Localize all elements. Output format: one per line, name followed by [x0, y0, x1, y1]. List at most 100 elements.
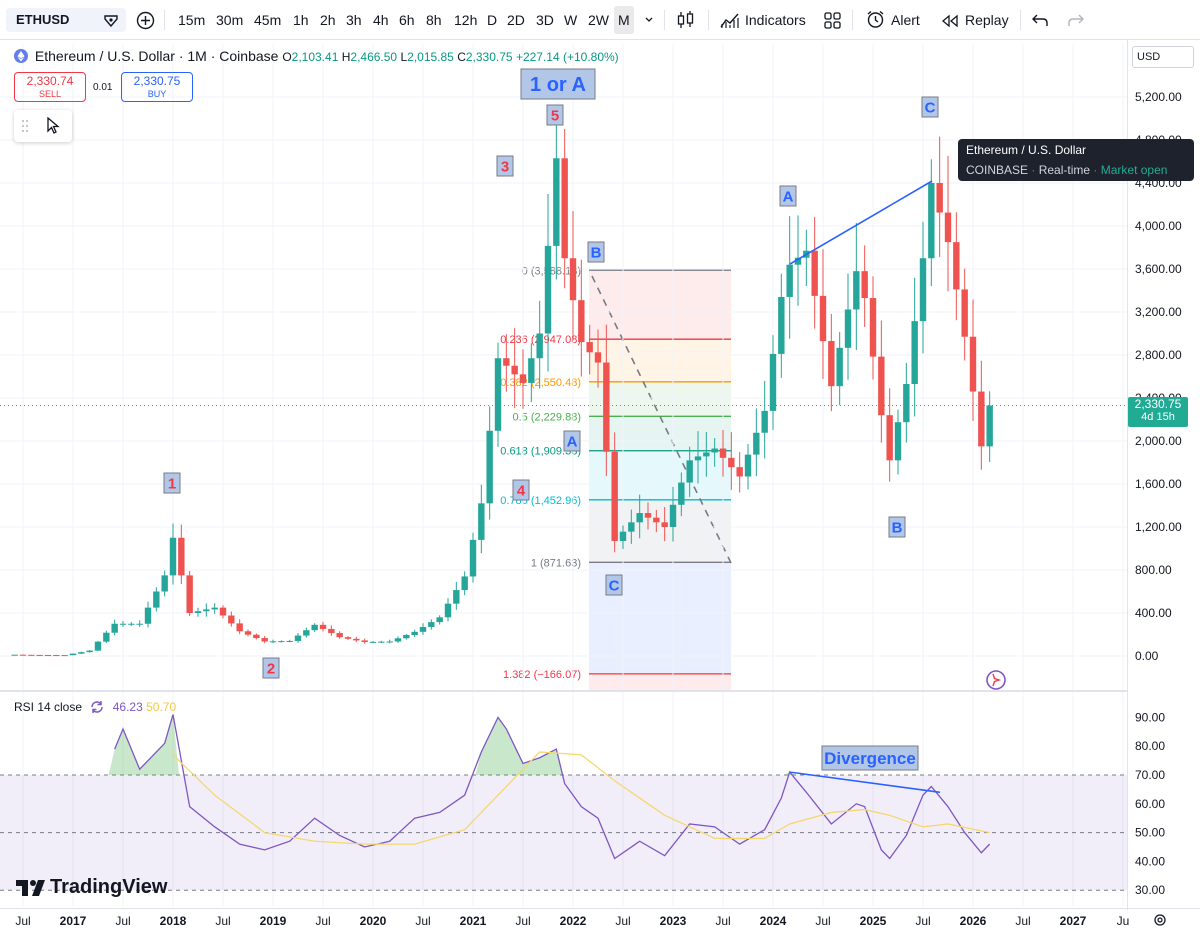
- rsi-ma-value: 50.70: [146, 700, 177, 714]
- cursor-arrow-icon[interactable]: [46, 117, 60, 135]
- spread-value: 0.01: [93, 82, 113, 93]
- rsi-legend[interactable]: RSI 14 close 46.23 50.70: [14, 700, 176, 714]
- price-tick-label: 4,000.00: [1135, 219, 1182, 233]
- interval-3d[interactable]: 3D: [536, 12, 554, 28]
- interval-3h[interactable]: 3h: [346, 12, 362, 28]
- symbol-legend[interactable]: Ethereum / U.S. Dollar · 1M · Coinbase O…: [14, 48, 619, 64]
- candle-body: [828, 341, 835, 387]
- candle-body: [844, 309, 852, 348]
- replay-button[interactable]: Replay: [941, 0, 1009, 40]
- interval-8h[interactable]: 8h: [426, 12, 442, 28]
- candle-body: [644, 513, 652, 518]
- indicators-button[interactable]: Indicators: [720, 0, 806, 40]
- candle-body: [336, 633, 343, 638]
- fib-level-label: 0.382 (2,550.48): [500, 377, 581, 389]
- sell-button[interactable]: 2,330.74 SELL: [14, 72, 86, 102]
- fib-zone: [589, 673, 731, 690]
- wave-label-box: [587, 241, 605, 263]
- redo-icon[interactable]: [1067, 13, 1084, 27]
- price-tick-label: 2,000.00: [1135, 434, 1182, 448]
- candle-body: [11, 654, 18, 656]
- candles-chart-type-icon[interactable]: [677, 10, 695, 30]
- candle-body: [169, 537, 177, 576]
- add-symbol-icon[interactable]: [136, 11, 155, 30]
- templates-grid-icon[interactable]: [824, 12, 841, 29]
- wave-label-box: [779, 185, 797, 207]
- alert-symbol-icon[interactable]: [103, 13, 119, 27]
- candle-body: [261, 638, 268, 642]
- alarm-clock-icon: [867, 10, 884, 28]
- candle-body: [794, 257, 802, 265]
- buy-button[interactable]: 2,330.75 BUY: [121, 72, 193, 102]
- candle-body: [686, 460, 693, 483]
- sparkle-replay-icon[interactable]: [984, 668, 1008, 692]
- tradingview-mark-icon: [16, 880, 45, 896]
- wave-annotations[interactable]: 1 2 3 4 5 1 or A A B C A B C Divergence: [163, 68, 939, 771]
- interval-6h[interactable]: 6h: [399, 12, 415, 28]
- high-value: 2,466.50: [350, 50, 398, 64]
- sell-price: 2,330.74: [26, 74, 74, 88]
- time-tick-label: 2025: [860, 914, 887, 928]
- candle-body: [419, 626, 427, 632]
- symbol-search[interactable]: ETHUSD: [6, 8, 126, 32]
- wave-label-box: [262, 657, 280, 679]
- time-tick-label: 2024: [760, 914, 787, 928]
- candle-body: [953, 242, 960, 290]
- candle-body: [103, 632, 110, 642]
- currency-selector[interactable]: USD: [1132, 46, 1194, 68]
- replay-label: Replay: [965, 12, 1009, 28]
- candle-body: [94, 641, 102, 651]
- interval-2h[interactable]: 2h: [320, 12, 336, 28]
- interval-45m[interactable]: 45m: [254, 12, 282, 28]
- candle-body: [328, 628, 335, 634]
- pane-separator[interactable]: [0, 690, 1128, 692]
- candle-body: [36, 654, 43, 656]
- candle-body: [894, 422, 902, 461]
- interval-1h[interactable]: 1h: [293, 12, 309, 28]
- interval-dropdown-chevron-icon[interactable]: [644, 15, 654, 25]
- scale-settings-gear-icon[interactable]: [1152, 912, 1168, 928]
- alert-label: Alert: [891, 12, 920, 28]
- candle-body: [728, 457, 735, 468]
- interval-4h[interactable]: 4h: [373, 12, 389, 28]
- candle-body: [144, 607, 152, 624]
- wave-label-box: [605, 574, 623, 596]
- candle-body: [536, 333, 543, 359]
- time-tick-label: Ju: [1117, 914, 1130, 928]
- chart-title: Ethereum / U.S. Dollar · 1M · Coinbase: [34, 48, 279, 64]
- fib-trend-line: [591, 275, 732, 564]
- interval-d[interactable]: D: [487, 12, 498, 28]
- time-axis[interactable]: Jul 2017 Jul 2018 Jul 2019 Jul 2020 Jul 2021 Jul 20…: [15, 914, 1129, 928]
- candle-body: [128, 623, 135, 625]
- wave-label-box: [546, 104, 564, 126]
- candle-body: [919, 258, 927, 322]
- symbol-name: ETHUSD: [16, 12, 70, 27]
- candle-body: [486, 430, 493, 504]
- rsi-line: [114, 714, 991, 860]
- time-tick-label: 2027: [1060, 914, 1087, 928]
- tradingview-wordmark: TradingView: [50, 876, 168, 898]
- interval-12h[interactable]: 12h: [454, 12, 478, 28]
- interval-m[interactable]: M: [614, 6, 634, 34]
- interval-2w[interactable]: 2W: [588, 12, 609, 28]
- candle-body: [928, 183, 935, 259]
- candle-body: [878, 356, 885, 416]
- undo-icon[interactable]: [1032, 13, 1049, 27]
- price-axis[interactable]: 5,200.004,800.004,400.004,000.003,600.00…: [1135, 90, 1182, 897]
- alert-button[interactable]: Alert: [866, 0, 920, 40]
- rsi-settings-icon[interactable]: [89, 700, 105, 714]
- drag-handle-icon[interactable]: [21, 119, 29, 133]
- interval-w[interactable]: W: [564, 12, 578, 28]
- interval-2d[interactable]: 2D: [507, 12, 525, 28]
- interval-15m[interactable]: 15m: [178, 12, 206, 28]
- candle-body: [836, 347, 843, 387]
- interval-30m[interactable]: 30m: [216, 12, 244, 28]
- tradingview-logo[interactable]: TradingView: [16, 876, 167, 899]
- fib-zone: [589, 450, 731, 500]
- wave-label: B: [892, 519, 903, 536]
- candle-body: [578, 300, 585, 343]
- tooltip-market-status: Market open: [1100, 163, 1168, 177]
- fib-level-label: 0 (3,588.13): [522, 265, 581, 277]
- candle-body: [561, 158, 568, 259]
